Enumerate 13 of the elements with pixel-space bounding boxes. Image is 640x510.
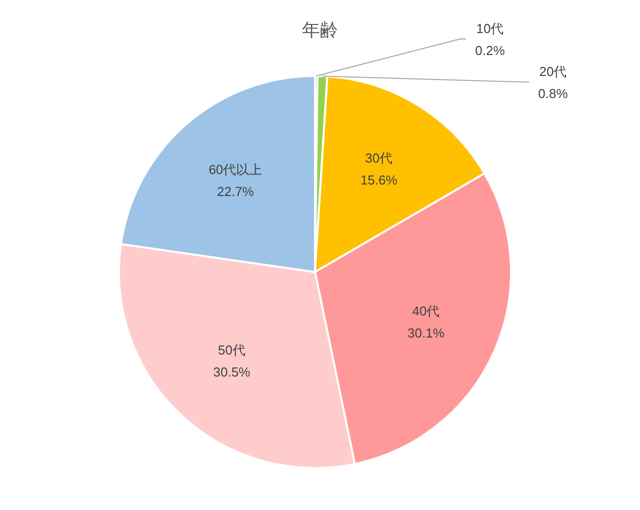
slice-label: 10代: [476, 21, 504, 36]
data-label: 30.5%: [213, 364, 251, 380]
data-label: 15.6%: [360, 172, 398, 188]
data-label: 0.8%: [538, 86, 568, 101]
chart-title: 年齢: [302, 20, 338, 40]
data-label: 22.7%: [216, 184, 254, 200]
slice-label: 60代以上: [208, 162, 262, 178]
data-label: 0.2%: [475, 43, 506, 58]
slice-label: 20代: [539, 64, 567, 79]
slice-label: 40代: [412, 304, 440, 319]
data-label: 30.1%: [408, 326, 445, 341]
slice-label: 30代: [365, 150, 393, 166]
slice-label: 50代: [218, 342, 246, 358]
